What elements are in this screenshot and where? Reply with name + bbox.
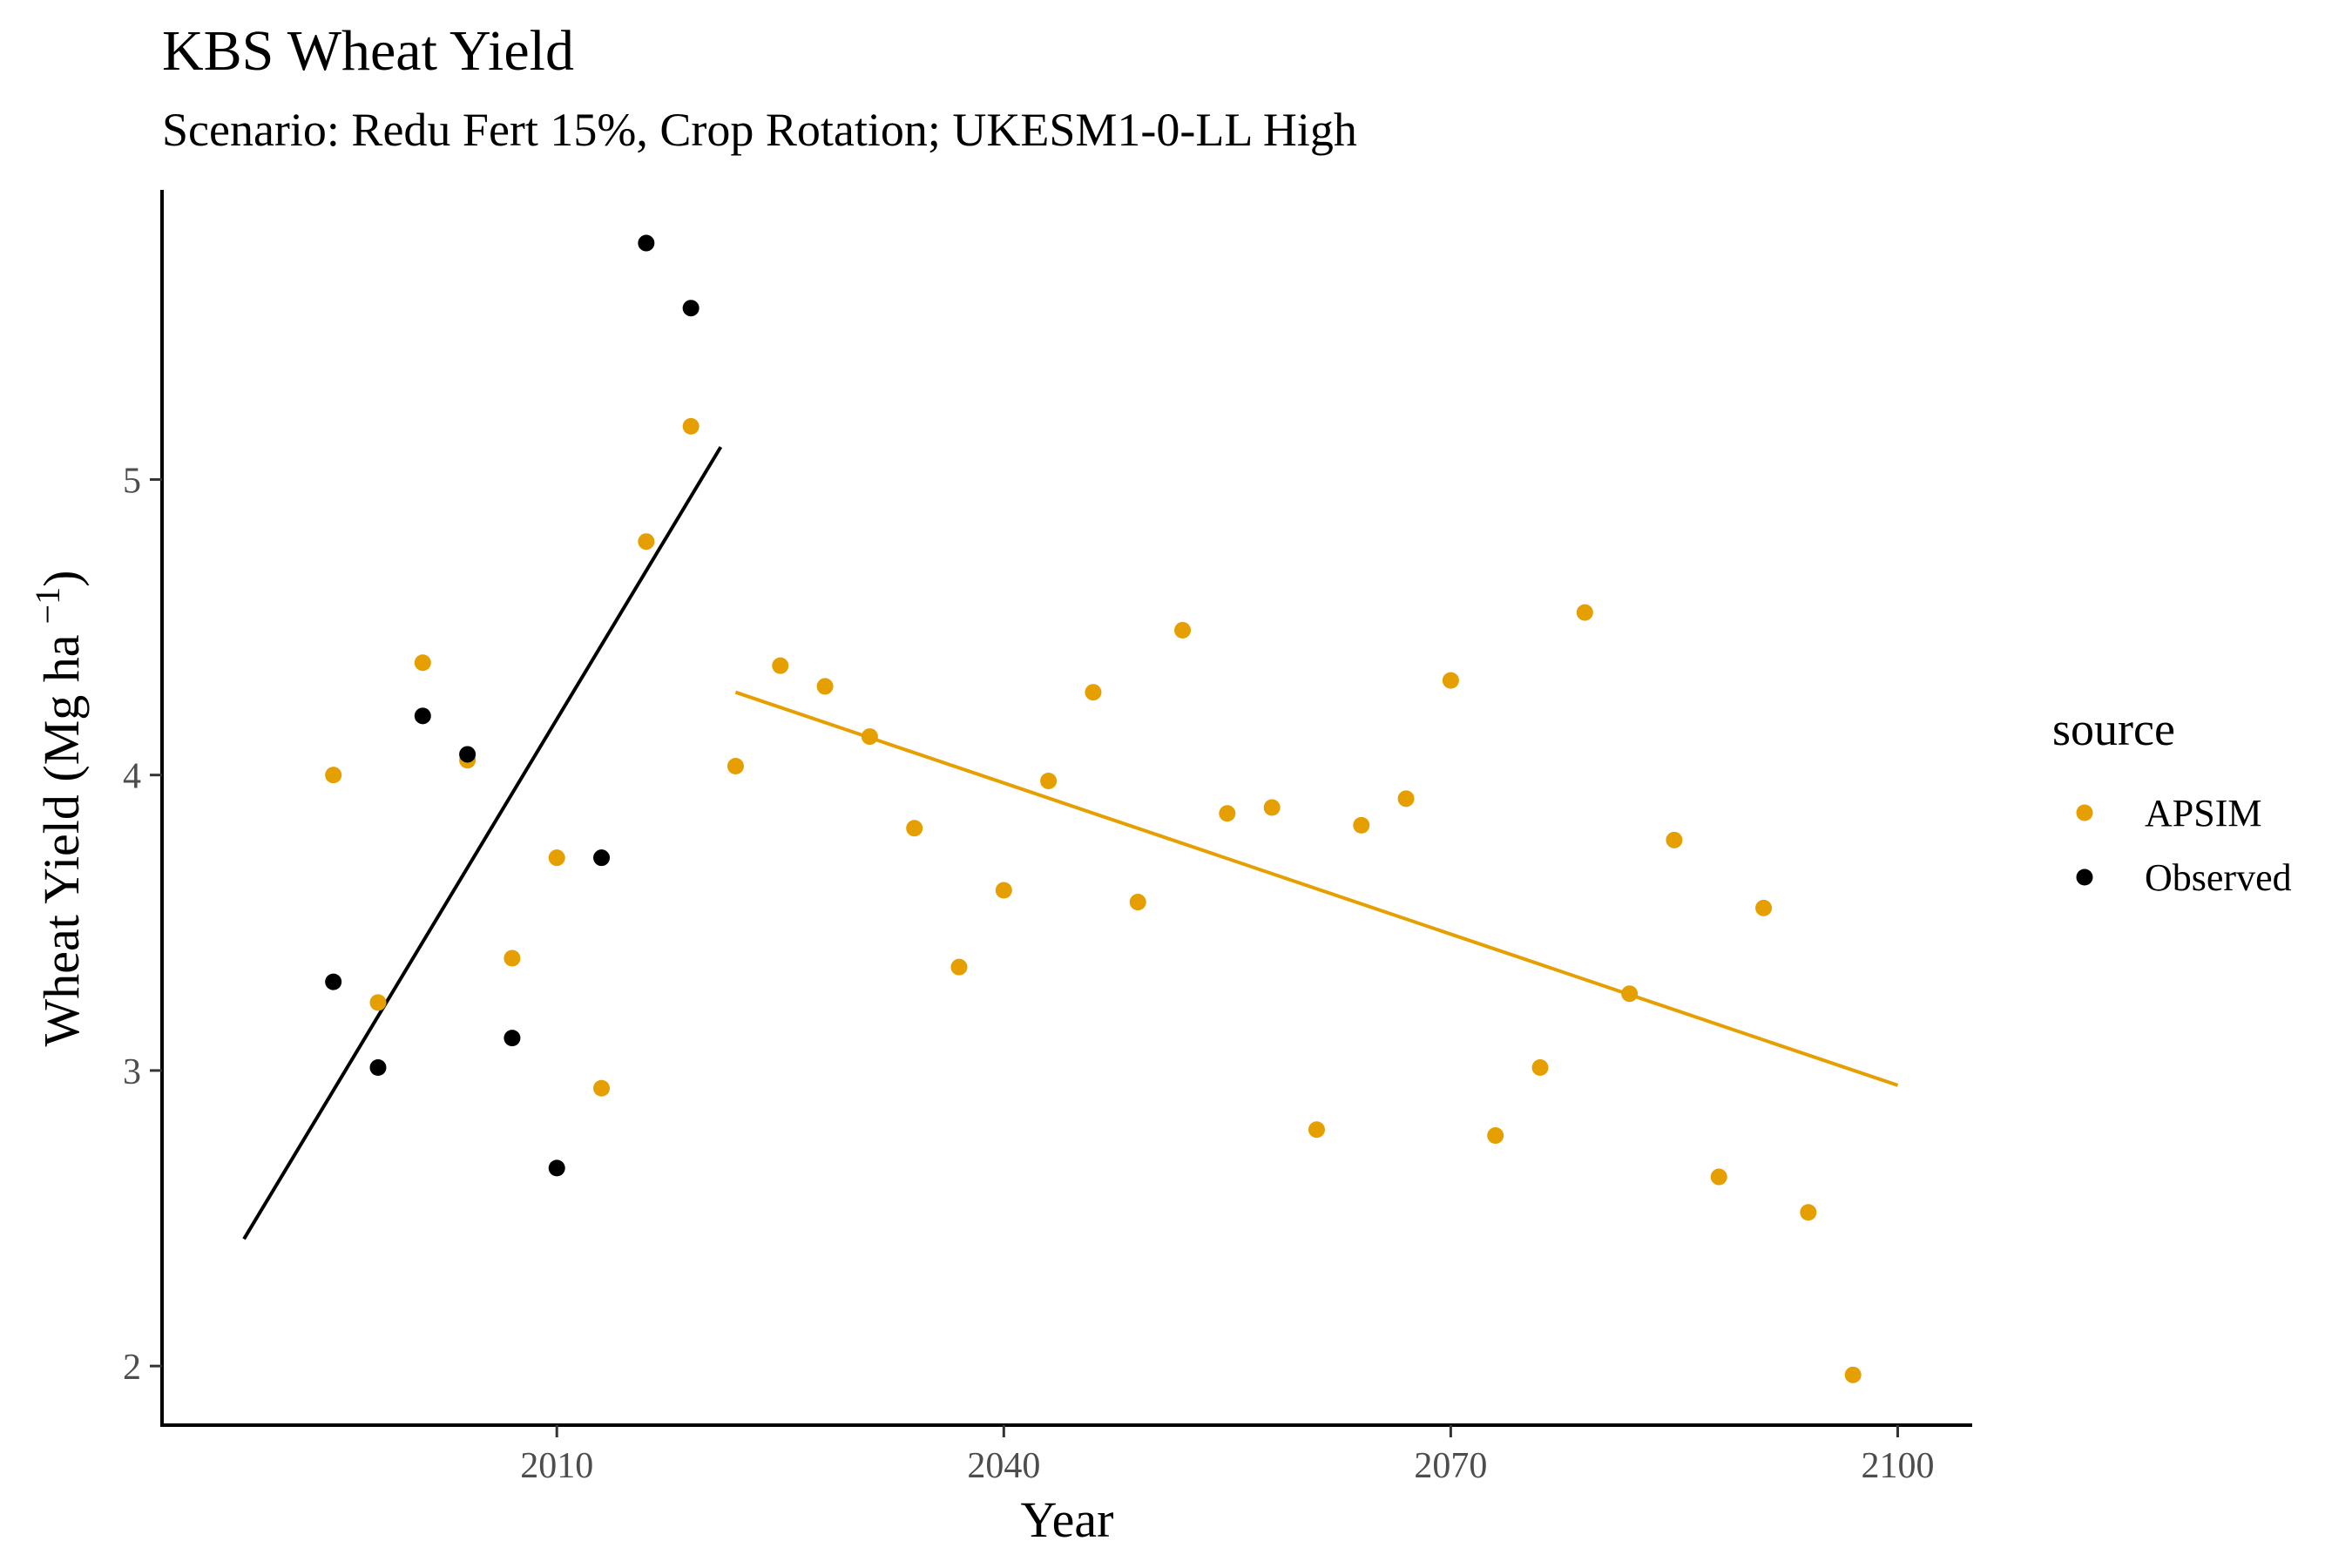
- point-apsim-30: [1666, 831, 1683, 848]
- legend-key-apsim: [2076, 804, 2093, 821]
- x-tick-label: 2100: [1861, 1446, 1934, 1486]
- point-apsim-5: [548, 849, 565, 867]
- point-apsim-8: [682, 417, 700, 435]
- point-apsim-25: [1442, 672, 1459, 689]
- point-observed-3: [459, 746, 476, 763]
- x-tick-label: 2070: [1414, 1446, 1487, 1486]
- legend-entries: APSIM Observed: [2076, 792, 2292, 899]
- point-apsim-19: [1174, 621, 1192, 639]
- point-apsim-32: [1755, 899, 1773, 916]
- point-apsim-6: [593, 1079, 611, 1097]
- point-apsim-7: [638, 533, 655, 551]
- point-apsim-12: [861, 728, 878, 746]
- point-apsim-31: [1710, 1168, 1727, 1186]
- legend: source APSIM Observed: [2052, 703, 2292, 899]
- point-apsim-18: [1129, 894, 1146, 911]
- point-apsim-16: [1040, 772, 1058, 789]
- point-apsim-33: [1800, 1204, 1817, 1221]
- point-apsim-15: [995, 882, 1012, 899]
- point-apsim-14: [950, 958, 968, 976]
- y-axis-ticks: 2 3 4 5: [123, 461, 162, 1388]
- point-observed-5: [548, 1159, 565, 1177]
- point-observed-7: [638, 234, 655, 252]
- point-apsim-9: [727, 758, 744, 775]
- point-apsim-17: [1085, 684, 1102, 701]
- trend-line-observed: [242, 446, 723, 1240]
- point-apsim-22: [1308, 1121, 1325, 1139]
- point-apsim-23: [1353, 816, 1370, 834]
- point-apsim-24: [1397, 790, 1415, 808]
- legend-label-apsim: APSIM: [2145, 792, 2262, 835]
- trend-layer: [242, 446, 1899, 1240]
- point-apsim-28: [1576, 604, 1593, 621]
- legend-key-observed: [2076, 868, 2093, 886]
- chart-subtitle: Scenario: Redu Fert 15%, Crop Rotation; …: [162, 104, 1357, 156]
- legend-label-observed: Observed: [2145, 856, 2292, 899]
- point-observed-2: [414, 707, 431, 725]
- y-tick-label: 5: [123, 461, 141, 501]
- point-apsim-13: [906, 820, 923, 837]
- x-tick-label: 2010: [520, 1446, 593, 1486]
- y-axis-label-close: ): [33, 571, 90, 587]
- trend-line-apsim: [734, 690, 1899, 1087]
- point-apsim-4: [504, 950, 521, 967]
- y-tick-label: 4: [123, 757, 141, 797]
- y-tick-label: 2: [123, 1348, 141, 1388]
- point-apsim-21: [1263, 799, 1281, 816]
- point-apsim-34: [1844, 1366, 1862, 1383]
- x-axis-ticks: 2010 2040 2070 2100: [520, 1425, 1934, 1486]
- point-apsim-26: [1487, 1127, 1504, 1145]
- point-observed-0: [325, 973, 342, 990]
- y-axis-label: Wheat Yield (Mg ha −1): [28, 571, 90, 1047]
- chart-title: KBS Wheat Yield: [162, 19, 574, 83]
- x-axis-label: Year: [1021, 1491, 1114, 1548]
- plot-area: 2010 2040 2070 2100 2 3 4 5: [123, 190, 1972, 1486]
- point-apsim-0: [325, 767, 342, 784]
- point-observed-8: [682, 300, 700, 317]
- point-observed-1: [369, 1059, 387, 1077]
- y-tick-label: 3: [123, 1052, 141, 1092]
- point-apsim-1: [369, 994, 387, 1011]
- points-layer: [325, 234, 1862, 1383]
- point-apsim-27: [1531, 1059, 1549, 1077]
- point-observed-4: [504, 1030, 521, 1047]
- point-apsim-29: [1621, 985, 1639, 1003]
- point-apsim-11: [816, 678, 834, 695]
- point-apsim-10: [772, 657, 789, 674]
- point-apsim-20: [1219, 805, 1236, 822]
- legend-title: source: [2052, 703, 2175, 755]
- y-axis-label-main: Wheat Yield (Mg ha: [33, 634, 90, 1046]
- point-apsim-2: [414, 654, 431, 672]
- x-tick-label: 2040: [967, 1446, 1040, 1486]
- point-observed-6: [593, 849, 611, 867]
- y-axis-label-superscript: −1: [28, 587, 67, 625]
